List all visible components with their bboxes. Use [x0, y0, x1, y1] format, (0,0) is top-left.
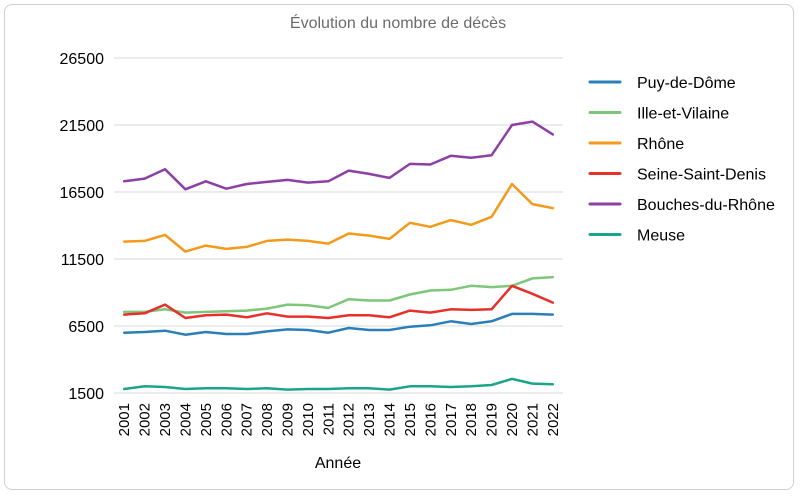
series-line: [122, 120, 555, 191]
series-line: [122, 284, 555, 320]
x-tick-label: 2015: [402, 403, 419, 436]
x-tick-label: 2013: [361, 403, 378, 436]
x-axis-label: Année: [315, 455, 361, 472]
chart-title: Évolution du nombre de décès: [290, 13, 506, 32]
x-tick-label: 2008: [259, 403, 276, 436]
x-tick-label: 2021: [524, 403, 541, 436]
x-tick-label: 2001: [116, 403, 133, 436]
chart-frame: [4, 4, 794, 490]
x-tick-label: 2014: [382, 403, 399, 436]
series-line: [122, 312, 555, 336]
x-tick-label: 2007: [239, 403, 256, 436]
legend-label: Ille-et-Vilaine: [637, 106, 729, 123]
x-tick-label: 2019: [484, 403, 501, 436]
x-tick-label: 2011: [320, 403, 337, 435]
x-tick-label: 2002: [137, 403, 154, 436]
x-tick-label: 2006: [218, 403, 235, 436]
legend-label: Bouches-du-Rhône: [637, 197, 775, 214]
x-tick-label: 2017: [443, 403, 460, 436]
y-tick-label: 16500: [60, 185, 105, 202]
legend-label: Seine-Saint-Denis: [637, 167, 766, 184]
legend-label: Rhône: [637, 136, 684, 153]
x-tick-label: 2012: [341, 403, 358, 436]
x-tick-label: 2010: [300, 403, 317, 436]
series-line: [122, 377, 555, 391]
x-tick-label: 2020: [504, 403, 521, 436]
series-line: [122, 275, 555, 314]
y-tick-label: 26500: [60, 51, 105, 68]
x-tick-label: 2018: [463, 403, 480, 436]
x-tick-label: 2004: [177, 403, 194, 436]
legend-label: Meuse: [637, 228, 685, 245]
y-tick-label: 21500: [60, 118, 105, 135]
x-tick-label: 2005: [198, 403, 215, 436]
y-tick-label: 6500: [68, 319, 104, 336]
y-tick-label: 1500: [68, 386, 104, 403]
x-tick-label: 2016: [422, 403, 439, 436]
x-tick-label: 2003: [157, 403, 174, 436]
y-tick-label: 11500: [61, 252, 104, 269]
x-tick-label: 2009: [279, 403, 296, 436]
series-line: [122, 182, 555, 253]
x-tick-label: 2022: [545, 403, 562, 436]
legend-label: Puy-de-Dôme: [637, 75, 736, 92]
